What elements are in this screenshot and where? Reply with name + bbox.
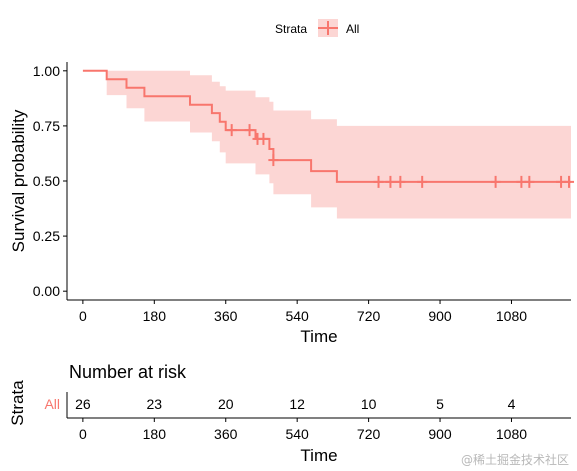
censor-mark	[564, 175, 575, 188]
risk-x-tick-label: 540	[285, 426, 309, 442]
x-tick-label: 0	[79, 308, 87, 324]
censor-mark	[226, 124, 237, 137]
y-tick-label: 0.25	[33, 228, 60, 244]
x-tick-label: 900	[428, 308, 452, 324]
y-tick-label: 0.00	[33, 283, 60, 299]
risk-x-tick-label: 0	[79, 426, 87, 442]
x-tick-label: 180	[143, 308, 167, 324]
risk-values: 26 23 20 12 10 5 4	[75, 396, 515, 412]
censor-mark	[490, 175, 501, 188]
censor-mark	[417, 175, 428, 188]
survival-curve	[82, 69, 571, 183]
watermark-text: @稀土掘金技术社区	[461, 452, 569, 467]
survival-line-all	[82, 69, 571, 183]
risk-count: 10	[361, 396, 377, 412]
risk-count: 20	[218, 396, 234, 412]
risk-x-tick-label: 180	[143, 426, 167, 442]
km-plot: 0.00 0.25 0.50 0.75 1.00 0 180 360 540 720 900 108…	[9, 62, 575, 346]
risk-x-tick-label: 1080	[496, 426, 527, 442]
risk-x-tick-label: 360	[214, 426, 238, 442]
y-tick-label: 0.75	[33, 118, 60, 134]
risk-table-title: Number at risk	[69, 362, 187, 382]
x-tick-label: 720	[357, 308, 381, 324]
censor-mark	[395, 175, 406, 188]
risk-count: 26	[75, 396, 91, 412]
x-tick-label: 1080	[496, 308, 527, 324]
x-axis-label: Time	[300, 327, 337, 346]
legend: Strata All	[275, 19, 359, 37]
censor-mark	[258, 132, 269, 145]
censor-mark	[268, 154, 279, 167]
x-ticks: 0 180 360 540 720 900 1080	[79, 300, 527, 324]
risk-row-label-all: All	[44, 396, 60, 412]
y-ticks: 0.00 0.25 0.50 0.75 1.00	[33, 63, 67, 299]
risk-table: Number at risk Strata All 26 23 20 12 10 5 4 0…	[8, 362, 571, 465]
risk-x-tick-label: 900	[428, 426, 452, 442]
y-tick-label: 0.50	[33, 173, 60, 189]
risk-x-tick-label: 720	[357, 426, 381, 442]
y-tick-label: 1.00	[33, 63, 60, 79]
legend-title: Strata	[275, 22, 307, 36]
risk-table-x-label: Time	[300, 446, 337, 465]
x-tick-label: 360	[214, 308, 238, 324]
y-axis-label: Survival probability	[9, 109, 28, 252]
risk-table-y-label: Strata	[8, 380, 27, 426]
confidence-band	[82, 70, 572, 219]
censor-mark	[244, 124, 255, 137]
risk-count: 12	[289, 396, 305, 412]
band-area	[82, 70, 572, 219]
risk-table-x-ticks: 0 180 360 540 720 900 1080	[79, 418, 527, 442]
censor-mark	[373, 175, 384, 188]
risk-count: 4	[508, 396, 516, 412]
censor-mark	[385, 175, 396, 188]
risk-count: 23	[147, 396, 163, 412]
risk-count: 5	[436, 396, 444, 412]
x-tick-label: 540	[285, 308, 309, 324]
legend-entry-all: All	[346, 22, 359, 36]
censor-marks	[226, 124, 575, 188]
censor-mark	[524, 175, 535, 188]
